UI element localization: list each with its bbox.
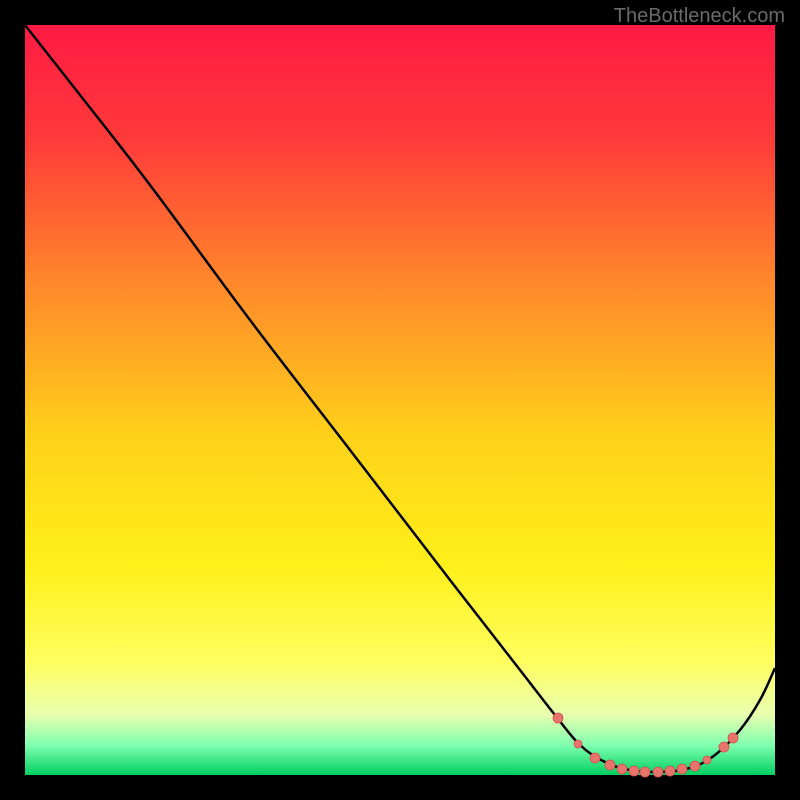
curve-marker: [719, 742, 729, 752]
curve-marker: [617, 764, 627, 774]
curve-marker: [690, 761, 700, 771]
curve-marker: [665, 766, 675, 776]
curve-marker: [677, 764, 687, 774]
curve-marker: [553, 713, 563, 723]
curve-marker: [605, 760, 615, 770]
curve-marker: [640, 767, 650, 777]
attribution-text: TheBottleneck.com: [614, 5, 785, 28]
curve-marker: [703, 756, 711, 764]
curve-marker: [574, 740, 582, 748]
curve-marker: [653, 767, 663, 777]
curve-marker: [728, 733, 738, 743]
curve-marker: [590, 753, 600, 763]
curve-marker: [629, 766, 639, 776]
bottleneck-chart: TheBottleneck.com: [0, 0, 800, 800]
chart-svg: [0, 0, 800, 800]
plot-background: [25, 25, 775, 775]
